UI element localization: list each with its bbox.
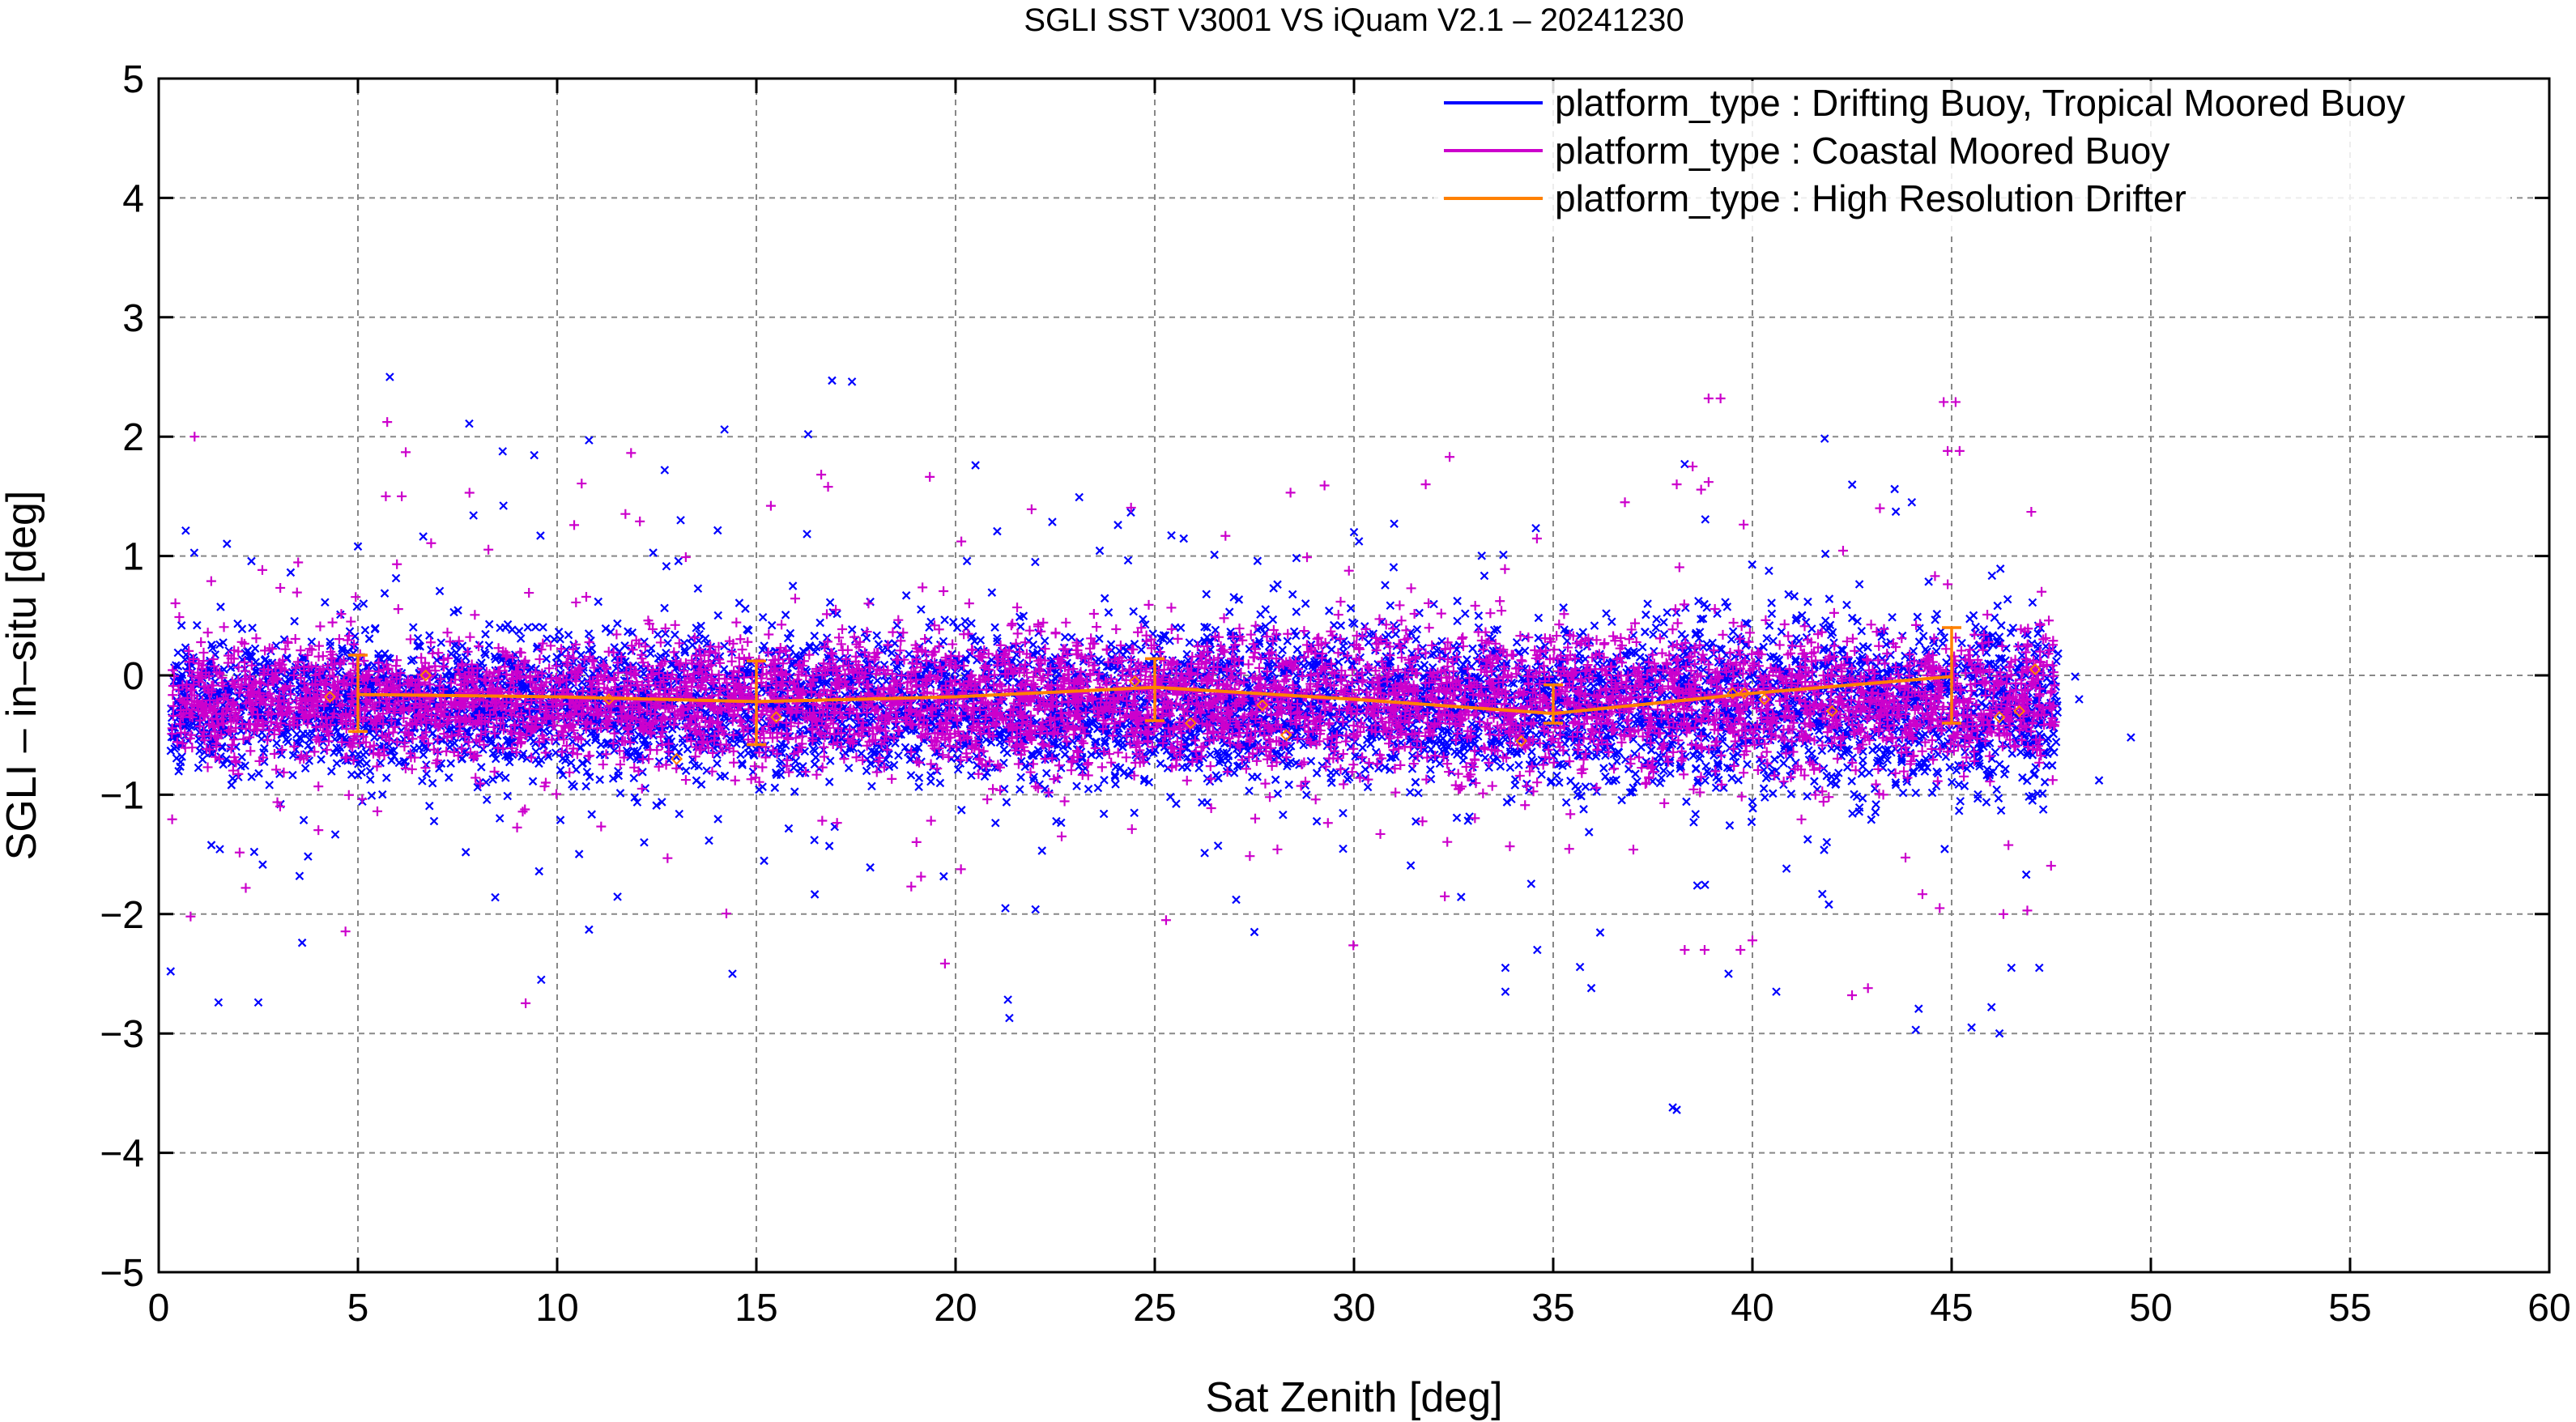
data-point bbox=[906, 771, 916, 780]
data-point bbox=[1119, 768, 1129, 777]
data-point bbox=[1474, 611, 1484, 620]
data-point bbox=[1531, 524, 1540, 533]
data-point bbox=[1828, 628, 1837, 637]
data-point bbox=[365, 775, 375, 784]
data-point bbox=[1748, 560, 1756, 569]
data-point bbox=[422, 769, 432, 778]
data-point bbox=[1278, 645, 1287, 655]
data-point bbox=[551, 748, 560, 757]
data-point bbox=[1380, 763, 1390, 772]
data-point bbox=[484, 641, 494, 650]
data-point bbox=[1001, 904, 1010, 913]
plot-data bbox=[166, 373, 2135, 1114]
data-point bbox=[692, 624, 701, 632]
data-point bbox=[1838, 645, 1848, 655]
data-point bbox=[1984, 659, 1993, 668]
data-point bbox=[1037, 846, 1046, 855]
data-point bbox=[1987, 571, 1997, 581]
data-point bbox=[1437, 636, 1446, 646]
data-point bbox=[705, 836, 713, 845]
data-point bbox=[194, 763, 203, 773]
data-point bbox=[1505, 763, 1515, 773]
data-point bbox=[1954, 806, 1964, 815]
data-point bbox=[1659, 618, 1668, 627]
grid bbox=[159, 79, 2549, 1272]
data-point bbox=[1429, 599, 1438, 609]
data-point bbox=[1914, 1004, 1923, 1013]
data-point bbox=[488, 775, 497, 784]
data-point bbox=[531, 623, 540, 632]
data-point bbox=[381, 773, 391, 782]
data-point bbox=[1837, 645, 1846, 654]
data-point bbox=[556, 815, 565, 824]
data-point bbox=[2018, 773, 2027, 782]
data-point bbox=[522, 754, 531, 764]
data-point bbox=[207, 841, 216, 849]
data-point bbox=[1575, 962, 1585, 972]
data-point bbox=[1229, 768, 1239, 777]
data-point bbox=[1843, 763, 1852, 772]
data-point bbox=[542, 654, 551, 663]
data-point bbox=[1617, 795, 1626, 805]
data-point bbox=[1847, 777, 1856, 786]
data-point bbox=[866, 862, 875, 872]
data-point bbox=[1891, 778, 1901, 787]
data-point bbox=[1759, 784, 1769, 793]
data-point bbox=[1051, 752, 1061, 762]
data-point bbox=[1325, 607, 1334, 615]
data-point bbox=[1957, 638, 1966, 648]
data-point bbox=[1363, 782, 1373, 792]
data-point bbox=[1693, 778, 1702, 787]
data-point bbox=[569, 781, 578, 791]
data-point bbox=[1666, 768, 1675, 778]
data-point bbox=[1358, 743, 1367, 752]
data-point bbox=[208, 644, 217, 653]
data-point bbox=[1101, 736, 1109, 746]
data-point bbox=[1110, 771, 1120, 780]
data-point bbox=[380, 589, 390, 598]
data-point bbox=[1997, 621, 2006, 630]
data-point bbox=[330, 830, 340, 839]
data-point bbox=[713, 526, 722, 535]
data-point bbox=[424, 801, 434, 811]
data-point bbox=[1104, 608, 1113, 617]
data-point bbox=[495, 771, 504, 780]
data-point bbox=[534, 866, 543, 876]
data-point bbox=[867, 781, 876, 791]
data-point bbox=[1961, 747, 1969, 756]
data-point bbox=[1848, 809, 1857, 818]
data-point bbox=[458, 755, 466, 764]
data-point bbox=[1095, 546, 1105, 556]
data-point bbox=[1210, 550, 1219, 560]
data-point bbox=[1927, 788, 1937, 798]
data-point bbox=[1871, 800, 1880, 809]
data-point bbox=[554, 628, 564, 636]
data-point bbox=[1389, 563, 1399, 572]
data-point bbox=[446, 759, 455, 768]
data-point bbox=[1858, 794, 1867, 803]
data-point bbox=[1651, 623, 1661, 632]
data-point bbox=[2030, 648, 2039, 658]
data-point bbox=[1977, 699, 1986, 708]
data-point bbox=[788, 581, 798, 590]
data-point bbox=[874, 640, 884, 649]
data-point bbox=[1288, 590, 1297, 599]
data-point bbox=[1854, 580, 1864, 589]
data-point bbox=[1819, 623, 1828, 632]
data-point bbox=[1722, 602, 1732, 611]
data-point bbox=[1820, 845, 1829, 854]
data-point bbox=[574, 849, 584, 858]
data-point bbox=[917, 605, 926, 614]
data-point bbox=[1040, 636, 1050, 645]
data-point bbox=[193, 620, 202, 630]
data-point bbox=[1678, 674, 1687, 683]
data-point bbox=[1381, 581, 1390, 590]
data-point bbox=[1100, 594, 1109, 603]
data-point bbox=[495, 814, 505, 823]
data-point bbox=[247, 773, 256, 781]
